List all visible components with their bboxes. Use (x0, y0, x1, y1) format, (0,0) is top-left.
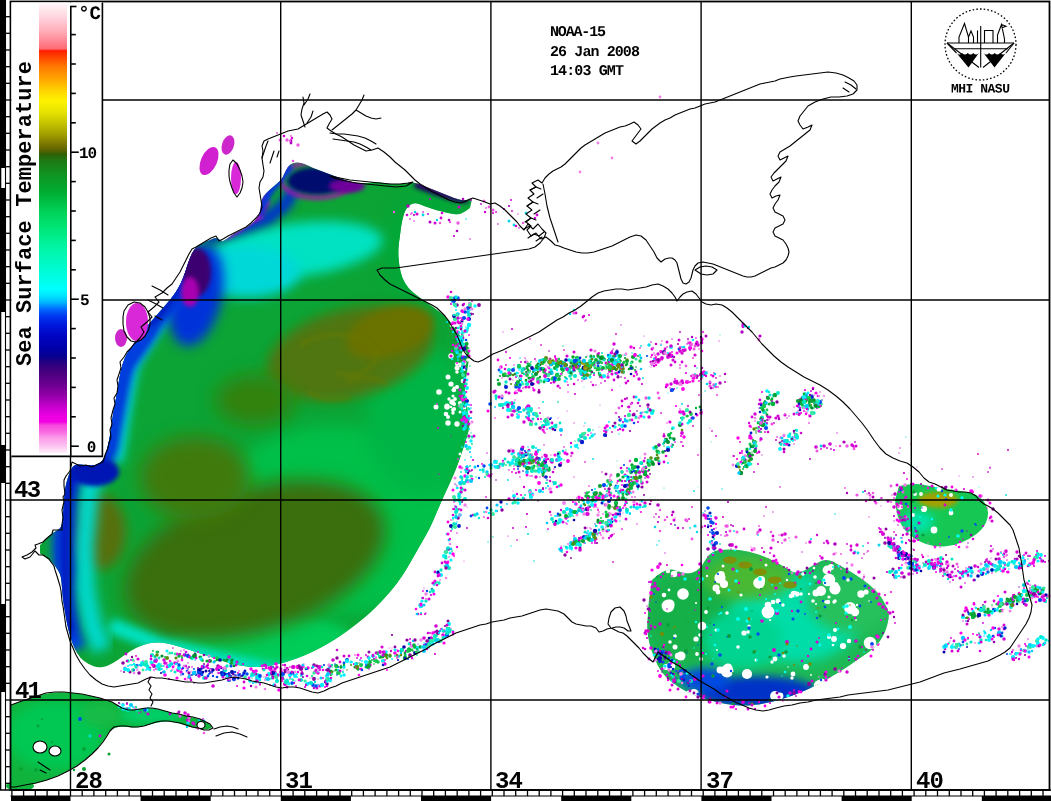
svg-text:28: 28 (75, 768, 103, 795)
svg-text:37: 37 (706, 768, 734, 795)
svg-text:26 Jan 2008: 26 Jan 2008 (550, 44, 640, 61)
svg-text:MHI NASU: MHI NASU (951, 81, 1010, 96)
svg-text:°C: °C (78, 3, 101, 25)
svg-text:41: 41 (15, 678, 42, 705)
svg-text:40: 40 (916, 768, 944, 795)
svg-text:0: 0 (87, 439, 97, 457)
svg-text:5: 5 (80, 292, 90, 310)
svg-text:10: 10 (79, 145, 97, 163)
svg-text:43: 43 (14, 477, 41, 504)
svg-text:NOAA-15: NOAA-15 (550, 24, 606, 41)
svg-text:34: 34 (495, 768, 523, 795)
svg-text:Sea Surface Temperature: Sea Surface Temperature (13, 61, 38, 366)
svg-text:31: 31 (285, 768, 313, 795)
svg-text:14:03 GMT: 14:03 GMT (550, 63, 624, 80)
